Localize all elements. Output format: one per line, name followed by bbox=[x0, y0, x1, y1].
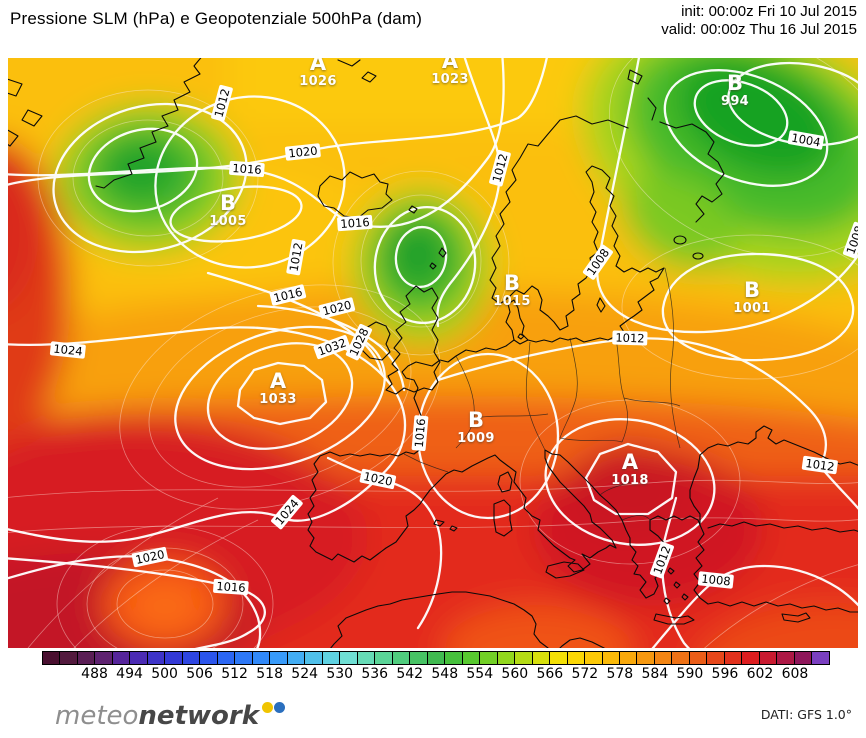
colorbar-tick: 536 bbox=[361, 666, 389, 682]
colorbar-cell bbox=[777, 652, 795, 664]
colorbar-cell bbox=[165, 652, 183, 664]
colorbar-tick: 506 bbox=[186, 666, 213, 682]
colorbar-cell bbox=[550, 652, 568, 664]
colorbar-tick: 602 bbox=[746, 666, 774, 682]
colorbar-cell bbox=[480, 652, 498, 664]
colorbar-cell bbox=[515, 652, 533, 664]
colorbar-tick: 578 bbox=[606, 666, 634, 682]
colorbar-cell bbox=[217, 652, 236, 664]
colorbar-cell bbox=[112, 652, 131, 664]
colorbar-cell bbox=[689, 652, 708, 664]
isobars bbox=[8, 58, 858, 648]
colorbar-tick: 530 bbox=[326, 666, 354, 682]
colorbar-cell bbox=[357, 652, 376, 664]
colorbar-cell bbox=[235, 652, 253, 664]
colorbar-cell bbox=[707, 652, 725, 664]
colorbar-cell bbox=[130, 652, 148, 664]
colorbar-tick: 554 bbox=[466, 666, 494, 682]
colorbar-cell bbox=[462, 652, 481, 664]
colorbar-tick: 494 bbox=[116, 666, 143, 682]
colorbar-cell bbox=[77, 652, 96, 664]
colorbar-tick: 596 bbox=[711, 666, 739, 682]
coastlines bbox=[8, 58, 858, 648]
country-borders bbox=[403, 267, 681, 521]
colorbar-cell bbox=[305, 652, 323, 664]
colorbar-cell bbox=[497, 652, 516, 664]
meteonetwork-logo: meteonetwork bbox=[55, 701, 285, 731]
colorbar-cell bbox=[445, 652, 463, 664]
logo-meteo: meteo bbox=[55, 701, 139, 731]
colorbar-cell bbox=[287, 652, 306, 664]
colorbar-cell bbox=[43, 652, 61, 664]
logo-blue-dot-icon bbox=[274, 702, 285, 713]
colorbar-cell bbox=[672, 652, 690, 664]
colorbar-tick: 500 bbox=[151, 666, 178, 682]
colorbar-tick: 608 bbox=[781, 666, 809, 682]
colorbar-tick: 566 bbox=[536, 666, 564, 682]
colorbar-cell bbox=[637, 652, 655, 664]
colorbar-cell bbox=[200, 652, 218, 664]
colorbar-cell bbox=[182, 652, 201, 664]
weather-map: 1012 1020 1016 1016 1012 1016 1020 1024 1032 1028… bbox=[8, 58, 858, 648]
page-title: Pressione SLM (hPa) e Geopotenziale 500h… bbox=[10, 9, 423, 28]
colorbar-cell bbox=[654, 652, 673, 664]
colorbar-tick: 572 bbox=[571, 666, 599, 682]
colorbar-tick: 584 bbox=[641, 666, 669, 682]
colorbar-cell bbox=[60, 652, 78, 664]
color-field bbox=[8, 58, 858, 648]
colorbar-cell bbox=[322, 652, 341, 664]
colorbar-cell bbox=[567, 652, 586, 664]
colorbar-cell bbox=[619, 652, 638, 664]
colorbar-tick: 590 bbox=[676, 666, 704, 682]
colorbar-cell bbox=[147, 652, 166, 664]
colorbar-tick: 524 bbox=[291, 666, 319, 682]
colorbar-cell bbox=[585, 652, 603, 664]
init-time: init: 00:00z Fri 10 Jul 2015 bbox=[681, 3, 857, 20]
colorbar-cell bbox=[392, 652, 411, 664]
colorbar-tick: 548 bbox=[431, 666, 459, 682]
colorbar-tick: 518 bbox=[256, 666, 284, 682]
colorbar-cell bbox=[742, 652, 760, 664]
colorbar-cell bbox=[427, 652, 446, 664]
colorbar-cell bbox=[375, 652, 393, 664]
colorbar-tick: 512 bbox=[221, 666, 248, 682]
colorbar-cell bbox=[270, 652, 288, 664]
sub-contours bbox=[8, 58, 858, 648]
colorbar-cell bbox=[95, 652, 113, 664]
colorbar-cell bbox=[602, 652, 620, 664]
colorbar-cell bbox=[812, 652, 829, 664]
colorbar-tick: 542 bbox=[396, 666, 424, 682]
colorbar-cell bbox=[532, 652, 551, 664]
colorbar-cell bbox=[340, 652, 358, 664]
colorbar-cell bbox=[410, 652, 428, 664]
colorbar-tick: 560 bbox=[501, 666, 529, 682]
colorbar-cell bbox=[759, 652, 778, 664]
data-source-label: DATI: GFS 1.0° bbox=[760, 707, 852, 722]
geopotential-colorbar bbox=[42, 651, 830, 665]
colorbar-tick: 488 bbox=[81, 666, 108, 682]
run-info: init: 00:00z Fri 10 Jul 2015 valid: 00:0… bbox=[661, 3, 857, 40]
map-canvas bbox=[8, 58, 858, 648]
valid-time: valid: 00:00z Thu 16 Jul 2015 bbox=[661, 21, 857, 39]
logo-yellow-dot-icon bbox=[262, 702, 273, 713]
colorbar-cell bbox=[724, 652, 743, 664]
logo-network: network bbox=[138, 701, 259, 731]
colorbar-cell bbox=[794, 652, 813, 664]
colorbar-cell bbox=[252, 652, 271, 664]
